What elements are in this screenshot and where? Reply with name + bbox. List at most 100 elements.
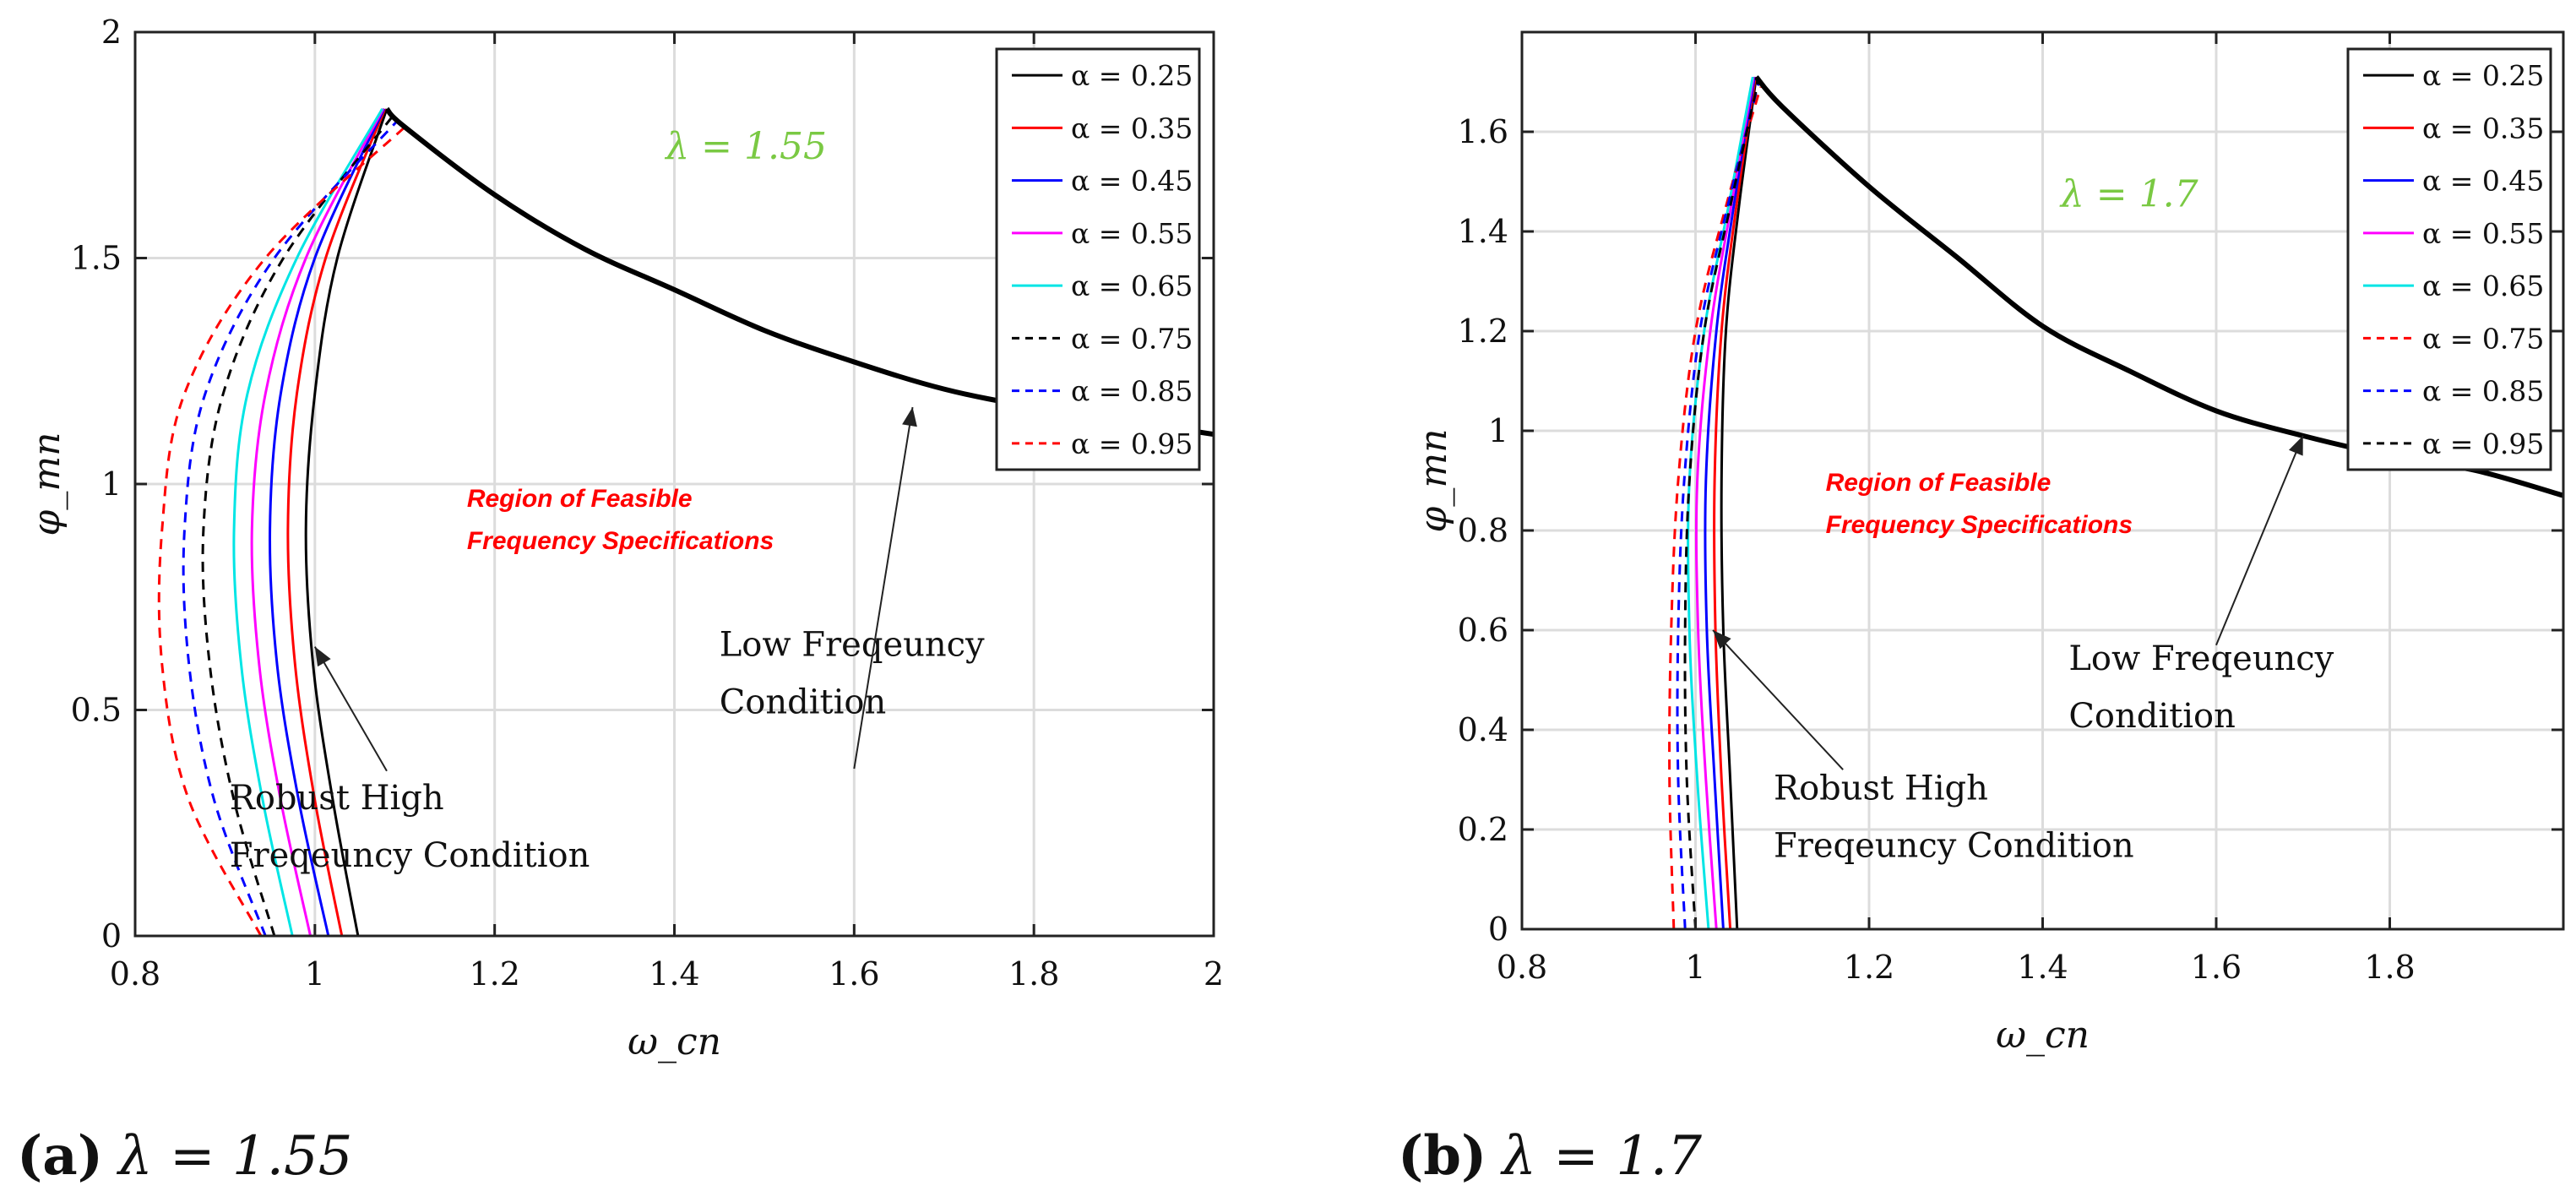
series-line-0.45: [269, 108, 386, 936]
annotation-arrow-head: [2289, 435, 2303, 456]
robust-high-frequency-annotation: Robust High Freqeuncy Condition: [230, 646, 590, 875]
annotation-text: Freqeuncy Condition: [1774, 827, 2134, 866]
region-label-line2: Frequency Specifications: [467, 527, 774, 555]
panel-label: (a): [17, 1124, 103, 1188]
y-axis-label: φ_mn: [1412, 429, 1455, 533]
x-tick-label: 1.8: [1008, 955, 1059, 993]
panel-caption: (b) λ = 1.7: [1398, 1124, 1702, 1188]
legend-entry-label: α = 0.35: [1071, 111, 1193, 144]
series-line-0.55: [250, 108, 385, 936]
annotation-text: Condition: [2068, 697, 2236, 736]
legend-entry-label: α = 0.85: [2422, 375, 2544, 408]
y-tick-label: 1.5: [71, 240, 122, 277]
y-tick-label: 2: [101, 14, 122, 51]
panel-caption: (a) λ = 1.55: [17, 1124, 352, 1188]
annotation-arrow-line: [853, 406, 914, 770]
x-tick-label: 1: [305, 955, 325, 993]
y-axis-label: φ_mn: [25, 432, 68, 536]
y-tick-label: 1.6: [1458, 113, 1508, 150]
x-tick-label: 1.2: [469, 955, 519, 993]
legend-entry-label: α = 0.35: [2422, 111, 2544, 144]
y-tick-label: 0.2: [1458, 811, 1508, 848]
annotation-text: Low Freqeuncy: [720, 625, 985, 664]
legend-entry-label: α = 0.25: [2422, 59, 2544, 92]
panel-b: 0.8 1 1.2 1.4 1.6 1.8 0 0.2 0.4 0.6 0.8 1 1.2 1.4 1.6 ω…: [1398, 30, 2565, 1188]
annotation-text: Robust High: [1774, 770, 1988, 808]
legend-entry-label: α = 0.25: [1071, 59, 1193, 92]
x-tick-label: 1.2: [1844, 949, 1894, 986]
legend-entry-label: α = 0.55: [1071, 217, 1193, 250]
region-label-line1: Region of Feasible: [1826, 469, 2052, 497]
legend-entry-label: α = 0.45: [1071, 165, 1193, 198]
series-line-0.95: [1683, 81, 1759, 929]
legend-entry-label: α = 0.85: [1071, 375, 1193, 408]
legend-entry-label: α = 0.75: [1071, 322, 1193, 355]
x-tick-label: 0.8: [110, 955, 160, 993]
series-line-0.25: [304, 108, 389, 936]
lambda-label: λ = 1.7: [2059, 173, 2198, 216]
annotation-arrow-head: [314, 646, 331, 667]
y-tick-label: 0.8: [1458, 512, 1508, 549]
y-tick-label: 1.4: [1458, 213, 1508, 250]
series-line-0.65: [232, 108, 383, 936]
series-line-0.35: [286, 108, 387, 936]
low-frequency-annotation: Low Freqeuncy Condition: [720, 406, 985, 770]
caption-text: λ = 1.55: [116, 1125, 352, 1188]
legend-entry-label: α = 0.65: [2422, 269, 2544, 302]
legend-entry-label: α = 0.95: [1071, 427, 1193, 460]
series-line-0.25: [1720, 76, 1758, 929]
annotation-arrow-line: [1712, 629, 1844, 770]
x-axis-label: ω_cn: [628, 1020, 721, 1063]
panel-label: (b): [1398, 1124, 1486, 1188]
legend-entry-label: α = 0.65: [1071, 269, 1193, 302]
y-tick-label: 1: [1488, 412, 1508, 449]
annotation-text: Low Freqeuncy: [2068, 639, 2334, 678]
region-label-line1: Region of Feasible: [467, 485, 693, 513]
panel-a: 0.8 1 1.2 1.4 1.6 1.8 2 0 0.5 1 1.5 2 ω_cn φ_mn λ = 1.…: [17, 14, 1224, 1188]
x-tick-label: 2: [1204, 955, 1224, 993]
x-axis-label: ω_cn: [1996, 1014, 2090, 1057]
legend-box: [2346, 47, 2552, 471]
annotation-text: Condition: [720, 683, 887, 721]
annotation-arrow-line: [313, 646, 388, 772]
annotation-arrow-head: [902, 407, 917, 427]
y-tick-label: 1: [101, 465, 122, 503]
y-tick-label: 0: [1488, 911, 1508, 948]
y-tick-label: 0: [101, 917, 122, 955]
x-tick-label: 1.6: [829, 955, 879, 993]
series-line-0.85: [182, 122, 397, 936]
x-tick-label: 0.8: [1497, 949, 1547, 986]
region-label-line2: Frequency Specifications: [1826, 511, 2133, 539]
annotation-arrow-head: [1713, 630, 1731, 650]
caption-text: λ = 1.7: [1499, 1125, 1702, 1188]
x-tick-label: 1.8: [2364, 949, 2415, 986]
x-tick-label: 1.6: [2191, 949, 2242, 986]
series-line-0.95: [157, 126, 406, 936]
series-line-0.55: [1694, 76, 1755, 929]
y-tick-label: 1.2: [1458, 313, 1508, 350]
annotation-text: Freqeuncy Condition: [230, 836, 590, 875]
legend: α = 0.25 α = 0.35 α = 0.45 α = 0.55 α = 0.65…: [2346, 47, 2552, 471]
annotation-arrow-line: [2215, 435, 2304, 646]
lambda-label: λ = 1.55: [664, 125, 827, 168]
legend-box: [995, 47, 1201, 471]
series-line-0.85: [1676, 81, 1760, 929]
series-line-0.45: [1704, 76, 1756, 929]
low-frequency-annotation: Low Freqeuncy Condition: [2068, 435, 2334, 736]
legend-entry-label: α = 0.95: [2422, 427, 2544, 460]
y-tick-label: 0.5: [71, 692, 122, 729]
legend-entry-label: α = 0.45: [2422, 165, 2544, 198]
legend-entry-label: α = 0.75: [2422, 322, 2544, 355]
y-tick-label: 0.4: [1458, 711, 1508, 748]
annotation-text: Robust High: [230, 779, 444, 818]
x-tick-label: 1.4: [649, 955, 699, 993]
series-line-0.35: [1713, 76, 1757, 929]
x-tick-label: 1.4: [2017, 949, 2068, 986]
y-tick-label: 0.6: [1458, 612, 1508, 649]
legend: α = 0.25 α = 0.35 α = 0.45 α = 0.55 α = 0.65…: [995, 47, 1201, 471]
legend-entry-label: α = 0.55: [2422, 217, 2544, 250]
x-tick-label: 1: [1685, 949, 1705, 986]
series-line-0.75: [1668, 86, 1763, 929]
robust-high-frequency-annotation: Robust High Freqeuncy Condition: [1712, 629, 2134, 866]
